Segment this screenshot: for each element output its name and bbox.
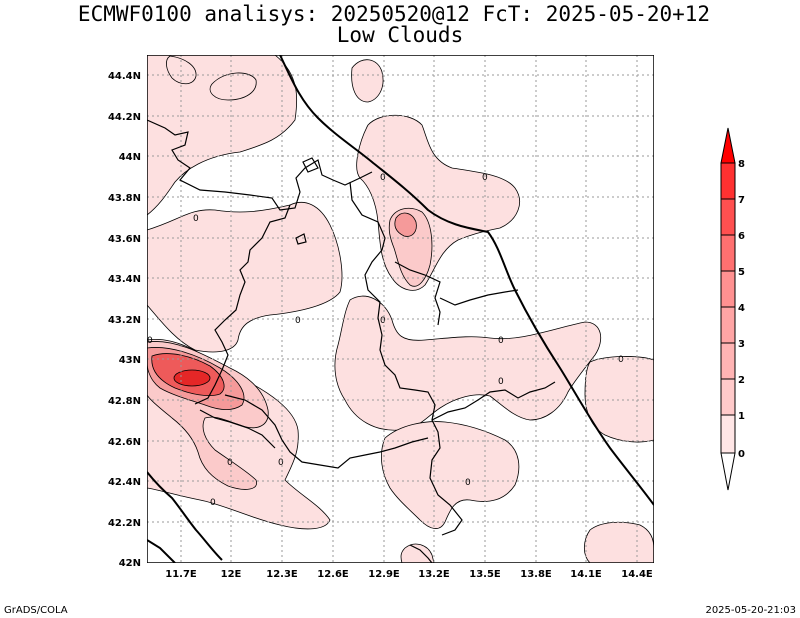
contour-label: 0 — [295, 316, 301, 326]
lon-tick-label: 13.8E — [520, 569, 552, 580]
colorbar-top-arrow — [720, 127, 736, 164]
lat-tick-label: 43.2N — [108, 315, 141, 326]
colorbar-label: 5 — [738, 267, 745, 278]
contour-label: 0 — [278, 458, 284, 468]
lon-tick-label: 12E — [221, 569, 242, 580]
lon-tick-label: 14.1E — [570, 569, 602, 580]
colorbar-label: 0 — [738, 449, 745, 460]
lon-tick-label: 13.5E — [469, 569, 501, 580]
lon-tick-label: 12.6E — [317, 569, 349, 580]
longitude-axis: 11.7E 12E 12.3E 12.6E 12.9E 13.2E 13.5E … — [165, 569, 653, 580]
colorbar-swatch-2-3 — [720, 342, 736, 380]
lat-tick-label: 42.6N — [108, 437, 141, 448]
lat-tick-label: 44N — [119, 152, 141, 163]
contour-label: 0 — [210, 498, 216, 508]
colorbar-legend: 8 7 6 5 4 3 2 1 0 — [720, 127, 745, 491]
latitude-axis: 44.4N 44.2N 44N 43.8N 43.6N 43.4N 43.2N … — [108, 71, 141, 569]
colorbar-swatch-0-1 — [720, 414, 736, 454]
lon-tick-label: 11.7E — [165, 569, 197, 580]
lat-tick-label: 43N — [119, 355, 141, 366]
colorbar-label: 6 — [738, 231, 745, 242]
figure-title: ECMWF0100 analisys: 20250520@12 FcT: 202… — [78, 2, 710, 26]
colorbar-label: 3 — [738, 339, 745, 350]
lat-tick-label: 44.4N — [108, 71, 141, 82]
lon-tick-label: 12.9E — [368, 569, 400, 580]
colorbar-swatch-6-7 — [720, 198, 736, 236]
lat-tick-label: 43.6N — [108, 234, 141, 245]
contour-label: 0 — [147, 336, 153, 346]
colorbar-swatch-3-4 — [720, 306, 736, 344]
colorbar-bottom-arrow — [720, 452, 736, 491]
lat-tick-label: 42.4N — [108, 477, 141, 488]
contour-label: 0 — [380, 173, 386, 183]
lon-tick-label: 12.3E — [266, 569, 298, 580]
lon-tick-label: 13.2E — [418, 569, 450, 580]
contour-label: 0 — [482, 173, 488, 183]
contour-label: 0 — [618, 355, 624, 365]
lat-tick-label: 42N — [119, 558, 141, 569]
contour-label: 0 — [498, 377, 504, 387]
lat-tick-label: 43.8N — [108, 193, 141, 204]
lat-tick-label: 44.2N — [108, 112, 141, 123]
map-plot-area: 0 0 0 0 0 0 0 0 0 0 0 0 0 — [147, 55, 654, 563]
figure-subtitle: Low Clouds — [337, 23, 463, 47]
admin-borders — [147, 119, 556, 563]
contour-label: 0 — [465, 478, 471, 488]
colorbar-swatch-1-2 — [720, 378, 736, 416]
contour-labels: 0 0 0 0 0 0 0 0 0 0 0 0 0 — [147, 173, 624, 508]
colorbar-label: 1 — [738, 411, 745, 422]
colorbar-swatch-4-5 — [720, 270, 736, 308]
colorbar-label: 8 — [738, 159, 745, 170]
colorbar-swatch-5-6 — [720, 234, 736, 272]
contour-label: 0 — [498, 336, 504, 346]
contour-label: 0 — [380, 316, 386, 326]
colorbar-label: 4 — [738, 303, 745, 314]
contour-label: 0 — [193, 214, 199, 224]
coastline — [147, 55, 654, 563]
colorbar-label: 7 — [738, 195, 745, 206]
lat-tick-label: 42.2N — [108, 518, 141, 529]
colorbar-swatch-7-8 — [720, 162, 736, 200]
footer-timestamp: 2025-05-20-21:03 — [705, 605, 796, 616]
lon-tick-label: 14.4E — [621, 569, 653, 580]
colorbar-label: 2 — [738, 375, 745, 386]
lat-tick-label: 42.8N — [108, 396, 141, 407]
footer-credit: GrADS/COLA — [4, 605, 68, 616]
contour-label: 0 — [227, 458, 233, 468]
lat-tick-label: 43.4N — [108, 274, 141, 285]
low-cloud-peak-area — [173, 369, 211, 387]
